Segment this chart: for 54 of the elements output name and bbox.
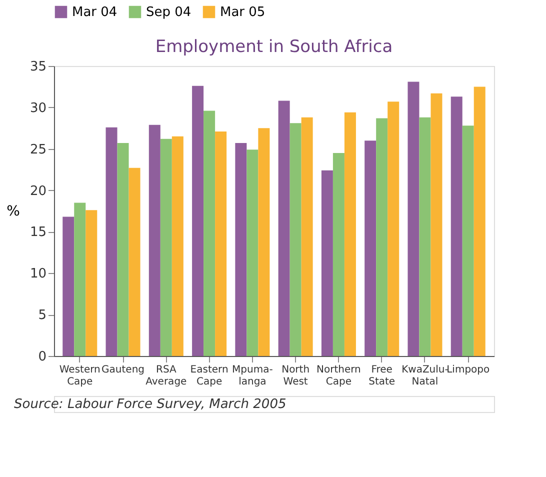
x-tick-label: Northern Cape — [316, 364, 361, 388]
source-note: Source: Labour Force Survey, March 2005 — [14, 397, 286, 412]
legend-label: Mar 04 — [72, 5, 118, 20]
bar — [474, 86, 486, 356]
y-tick-label: 5 — [38, 308, 46, 324]
bar — [388, 102, 400, 356]
y-tick-label: 15 — [30, 225, 46, 240]
x-tick-label: North West — [282, 364, 310, 388]
bar — [408, 82, 420, 356]
bar — [204, 110, 216, 356]
bar — [364, 140, 376, 356]
bar — [74, 202, 86, 356]
x-tick-label: Limpopo — [446, 364, 490, 376]
bar — [450, 96, 462, 356]
bar — [148, 124, 160, 356]
y-tick-label: 30 — [30, 100, 46, 116]
bar — [462, 126, 474, 356]
bar — [430, 93, 442, 356]
bar — [106, 127, 118, 356]
y-tick-label: 20 — [30, 184, 46, 199]
y-tick-label: 10 — [30, 266, 46, 282]
x-tick-label: RSA Average — [146, 364, 187, 388]
legend-label: Mar 05 — [220, 5, 266, 20]
bar — [160, 138, 172, 356]
bar — [278, 100, 290, 356]
chart-title: Employment in South Africa — [155, 37, 393, 57]
bar — [332, 153, 344, 356]
bar — [419, 117, 431, 356]
x-tick-label: Eastern Cape — [190, 364, 228, 388]
bar — [192, 86, 204, 356]
x-tick-label: Western Cape — [59, 364, 100, 388]
bar — [321, 170, 333, 356]
y-axis-title: % — [6, 204, 20, 220]
bar — [128, 168, 140, 356]
bar — [376, 118, 388, 356]
bar — [117, 143, 129, 356]
bar — [62, 216, 74, 356]
legend-label: Sep 04 — [146, 5, 192, 20]
bar — [172, 136, 184, 356]
bar — [235, 143, 247, 356]
x-tick-label: Mpuma- langa — [232, 364, 274, 388]
y-tick-label: 25 — [30, 142, 46, 158]
x-tick-label: KwaZulu- Natal — [402, 364, 449, 388]
bar — [344, 112, 356, 356]
bar — [86, 210, 98, 356]
bar — [301, 117, 313, 356]
bar — [215, 131, 227, 356]
bar — [246, 150, 258, 356]
x-tick-label: Free State — [368, 364, 396, 388]
x-tick-label: Gauteng — [102, 364, 145, 376]
y-tick-label: 0 — [38, 350, 46, 364]
y-tick-label: 35 — [30, 60, 46, 74]
bar — [290, 123, 302, 356]
bar — [258, 128, 270, 356]
